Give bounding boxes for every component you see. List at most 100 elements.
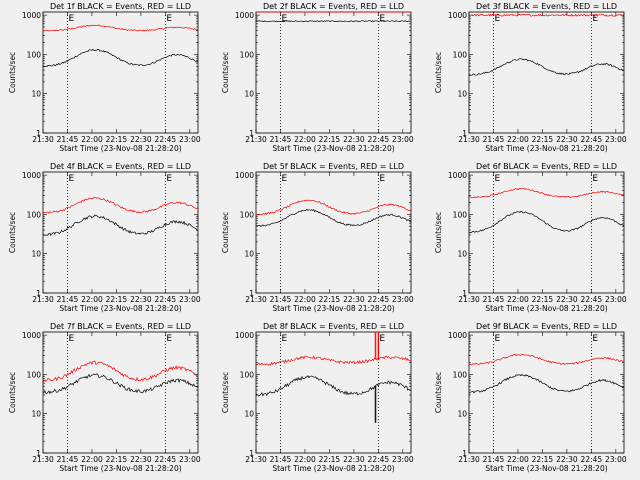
- y-tick-label: 1000: [22, 171, 41, 180]
- x-tick-label: 21:45: [270, 455, 292, 464]
- plot-frame: [42, 171, 199, 294]
- y-tick-label: 10: [31, 410, 41, 419]
- y-tick-label: 1: [249, 449, 254, 458]
- x-tick-label: 21:45: [57, 295, 79, 304]
- y-tick-label: 1: [36, 129, 41, 138]
- chart-title: Det 8f BLACK = Events, RED = LLD: [263, 322, 404, 331]
- y-tick-label: 100: [240, 210, 255, 219]
- series-line-lld: [255, 331, 411, 366]
- x-tick-label: 22:00: [81, 135, 103, 144]
- x-tick-label: 22:00: [507, 135, 529, 144]
- x-tick-label: 21:30: [245, 295, 267, 304]
- x-tick-label: 23:00: [179, 295, 201, 304]
- x-tick-label: 23:00: [179, 135, 201, 144]
- x-tick-label: 22:00: [294, 295, 316, 304]
- y-tick-label: 1000: [22, 331, 41, 340]
- x-tick-label: 22:15: [106, 295, 128, 304]
- x-tick-label: 21:30: [458, 135, 480, 144]
- y-tick-label: 10: [457, 90, 467, 99]
- chart-title: Det 2f BLACK = Events, RED = LLD: [263, 2, 404, 11]
- x-tick-label: 21:45: [483, 455, 505, 464]
- y-tick-label: 100: [240, 370, 255, 379]
- series-line-events: [468, 58, 624, 76]
- chart-panel-6: Det 6f BLACK = Events, RED = LLD 1 10 100 10…: [434, 162, 627, 313]
- series-line-events: [255, 20, 411, 23]
- chart-title: Det 9f BLACK = Events, RED = LLD: [476, 322, 617, 331]
- x-tick-label: 22:30: [343, 455, 365, 464]
- x-axis-label: Start Time (23-Nov-08 21:28:20): [485, 464, 607, 473]
- event-marker-label: E: [166, 14, 172, 24]
- y-tick-label: 1000: [235, 171, 254, 180]
- chart-title: Det 6f BLACK = Events, RED = LLD: [476, 162, 617, 171]
- y-axis-label: Counts/sec: [221, 372, 230, 413]
- x-tick-label: 22:30: [130, 135, 152, 144]
- series-line-lld: [468, 353, 624, 366]
- series-line-events: [42, 214, 198, 237]
- chart-panel-8: Det 8f BLACK = Events, RED = LLD 1 10 100 10…: [221, 322, 414, 473]
- y-axis-label: Counts/sec: [8, 52, 17, 93]
- y-axis-label: Counts/sec: [434, 212, 443, 253]
- event-marker-label: E: [379, 14, 385, 24]
- x-tick-label: 21:45: [270, 135, 292, 144]
- x-tick-label: 21:45: [483, 295, 505, 304]
- y-axis-label: Counts/sec: [221, 212, 230, 253]
- plot-frame: [468, 11, 625, 134]
- chart-panel-7: Det 7f BLACK = Events, RED = LLD 1 10 100 10…: [8, 322, 201, 473]
- event-marker-label: E: [592, 334, 598, 344]
- chart-title: Det 1f BLACK = Events, RED = LLD: [50, 2, 191, 11]
- event-marker-label: E: [166, 174, 172, 184]
- x-tick-label: 22:30: [556, 135, 578, 144]
- x-tick-label: 22:15: [106, 135, 128, 144]
- event-marker-label: E: [494, 174, 500, 184]
- y-tick-label: 1000: [448, 331, 467, 340]
- series-line-events: [468, 373, 624, 394]
- x-tick-label: 22:15: [319, 455, 341, 464]
- x-tick-label: 22:45: [368, 295, 390, 304]
- event-marker-label: E: [592, 14, 598, 24]
- x-tick-label: 21:30: [458, 295, 480, 304]
- y-tick-label: 10: [244, 250, 254, 259]
- x-tick-label: 22:30: [556, 455, 578, 464]
- y-tick-label: 1000: [448, 11, 467, 20]
- x-tick-label: 22:45: [581, 295, 603, 304]
- y-tick-label: 1: [462, 129, 467, 138]
- x-tick-label: 22:45: [155, 135, 177, 144]
- y-tick-label: 100: [27, 50, 42, 59]
- x-tick-label: 22:30: [130, 295, 152, 304]
- series-line-events: [255, 374, 411, 423]
- series-line-lld: [42, 24, 198, 32]
- y-tick-label: 10: [31, 90, 41, 99]
- x-tick-label: 21:45: [57, 455, 79, 464]
- chart-title: Det 3f BLACK = Events, RED = LLD: [476, 2, 617, 11]
- x-tick-label: 22:15: [106, 455, 128, 464]
- x-tick-label: 22:00: [81, 295, 103, 304]
- y-tick-label: 1: [462, 289, 467, 298]
- event-marker-label: E: [592, 174, 598, 184]
- y-axis-label: Counts/sec: [434, 372, 443, 413]
- y-tick-label: 100: [453, 50, 468, 59]
- y-tick-label: 1000: [235, 11, 254, 20]
- event-marker-label: E: [494, 14, 500, 24]
- x-tick-label: 22:00: [507, 295, 529, 304]
- y-tick-label: 100: [27, 370, 42, 379]
- y-tick-label: 1000: [22, 11, 41, 20]
- x-tick-label: 22:15: [532, 295, 554, 304]
- x-tick-label: 22:30: [556, 295, 578, 304]
- y-tick-label: 1: [249, 129, 254, 138]
- y-axis-label: Counts/sec: [8, 372, 17, 413]
- x-tick-label: 21:30: [245, 455, 267, 464]
- plot-frame: [468, 331, 625, 454]
- x-tick-label: 22:45: [155, 295, 177, 304]
- event-marker-label: E: [166, 334, 172, 344]
- x-tick-label: 22:15: [319, 135, 341, 144]
- y-tick-label: 1: [249, 289, 254, 298]
- x-tick-label: 21:45: [483, 135, 505, 144]
- series-line-events: [42, 48, 198, 68]
- x-tick-label: 21:30: [458, 455, 480, 464]
- plot-frame: [255, 331, 412, 454]
- x-tick-label: 23:00: [392, 135, 414, 144]
- series-line-events: [468, 210, 625, 234]
- plot-frame: [255, 171, 412, 294]
- series-line-lld: [468, 13, 624, 17]
- x-axis-label: Start Time (23-Nov-08 21:28:20): [272, 304, 394, 313]
